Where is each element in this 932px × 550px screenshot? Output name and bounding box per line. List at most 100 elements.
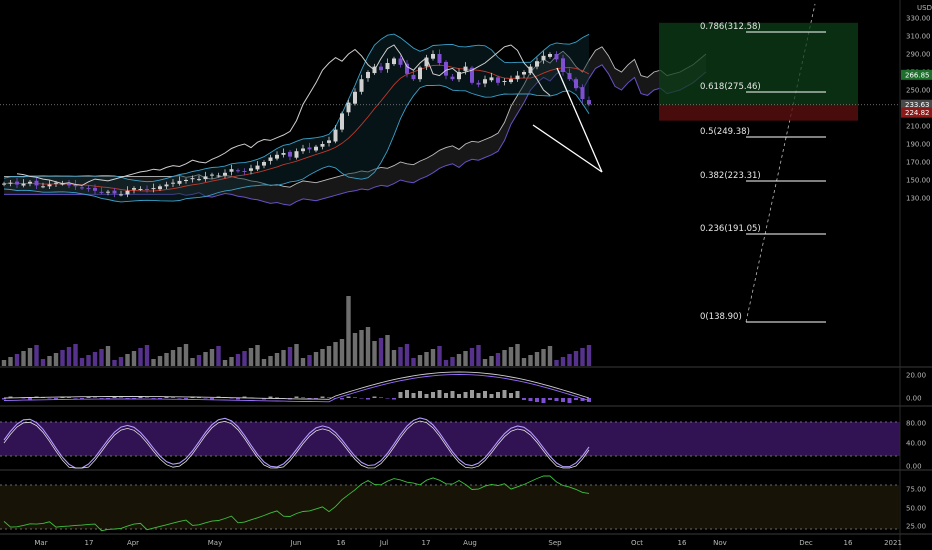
candle-body bbox=[580, 87, 585, 99]
rsi-band bbox=[0, 485, 900, 529]
candle-body bbox=[489, 77, 494, 81]
lagging-span bbox=[16, 44, 551, 186]
cloud-fill bbox=[4, 46, 706, 206]
candle-body bbox=[132, 188, 136, 190]
candle-body bbox=[366, 72, 370, 79]
volume-bar bbox=[456, 354, 462, 366]
fib-level-label: 0(138.90) bbox=[700, 312, 742, 322]
volume-bar bbox=[307, 355, 312, 366]
volume-bar bbox=[476, 345, 481, 366]
volume-bars bbox=[1, 296, 592, 366]
volume-bar bbox=[235, 354, 241, 366]
macd-histogram-bar bbox=[359, 398, 364, 399]
volume-bar bbox=[339, 339, 345, 366]
wedge-line bbox=[556, 67, 603, 173]
candle-body bbox=[236, 170, 240, 172]
candle-body bbox=[210, 174, 214, 176]
candle-body bbox=[587, 100, 591, 105]
macd-histogram-bar bbox=[86, 396, 91, 398]
volume-bar bbox=[469, 348, 475, 366]
volume-bar bbox=[92, 352, 98, 366]
candlesticks bbox=[2, 49, 591, 198]
macd-histogram-bar bbox=[327, 397, 331, 398]
macd-histogram-bar bbox=[444, 393, 448, 398]
macd-histogram-bar bbox=[535, 398, 539, 402]
volume-bar bbox=[326, 346, 332, 366]
candle-body bbox=[216, 175, 221, 177]
macd-histogram-bar bbox=[418, 391, 422, 398]
volume-bar bbox=[261, 359, 267, 366]
volume-bar bbox=[125, 354, 130, 366]
candle-body bbox=[249, 168, 253, 171]
candle-body bbox=[522, 72, 526, 75]
candle-body bbox=[184, 180, 188, 181]
macd-histogram-bar bbox=[548, 398, 552, 400]
macd-histogram-bar bbox=[151, 398, 156, 399]
candle-body bbox=[203, 176, 208, 180]
time-tick-label: 17 bbox=[85, 539, 94, 547]
candle-body bbox=[262, 162, 266, 166]
candle-body bbox=[509, 79, 513, 83]
macd-histogram-bar bbox=[67, 397, 71, 398]
candle-body bbox=[294, 151, 299, 158]
volume-bar bbox=[190, 358, 195, 366]
candle-body bbox=[119, 194, 123, 196]
macd-histogram-bar bbox=[561, 398, 565, 402]
volume-bar bbox=[528, 355, 533, 366]
macd-histogram-bar bbox=[177, 398, 182, 399]
candle-body bbox=[463, 66, 468, 71]
volume-bar bbox=[573, 351, 579, 366]
price-tick-label: 310.00 bbox=[906, 33, 931, 41]
volume-bar bbox=[216, 346, 221, 366]
volume-bar bbox=[287, 347, 293, 366]
price-tick-label: 250.00 bbox=[906, 87, 931, 95]
volume-bar bbox=[8, 357, 13, 366]
candle-body bbox=[392, 58, 396, 65]
macd-histogram-bar bbox=[554, 398, 559, 401]
bollinger-bands bbox=[3, 33, 590, 203]
volume-bar bbox=[1, 360, 7, 366]
candle-body bbox=[405, 63, 409, 74]
volume-bar bbox=[489, 356, 494, 366]
candle-body bbox=[431, 54, 435, 59]
macd-signal-line bbox=[3, 374, 590, 403]
macd-histogram-bar bbox=[80, 398, 84, 400]
volume-bar bbox=[34, 345, 39, 366]
macd-histogram-bar bbox=[405, 390, 409, 398]
time-axis[interactable]: Mar 17 Apr May Jun 16 Jul 17 Aug Sep Oct 16 Nov Dec 16… bbox=[34, 539, 902, 547]
bollinger-upper bbox=[3, 33, 590, 183]
macd-histogram-bar bbox=[574, 398, 578, 400]
candle-body bbox=[164, 184, 169, 187]
time-tick-label: Dec bbox=[799, 539, 813, 547]
volume-bar bbox=[586, 345, 592, 366]
indicator-tick-label: 50.00 bbox=[906, 505, 926, 513]
candle-body bbox=[138, 189, 143, 190]
macd-histogram-bar bbox=[502, 390, 507, 398]
candle-body bbox=[151, 188, 156, 190]
volume-bar bbox=[281, 350, 286, 366]
volume-bar bbox=[183, 344, 189, 366]
candle-body bbox=[437, 54, 442, 63]
candle-body bbox=[47, 184, 52, 187]
candle-body bbox=[28, 181, 32, 184]
volume-bar bbox=[567, 354, 572, 366]
macd-histogram-bar bbox=[164, 396, 169, 398]
volume-bar bbox=[508, 347, 514, 366]
volume-bar bbox=[151, 359, 156, 366]
volume-bar bbox=[450, 357, 455, 366]
candle-body bbox=[457, 72, 461, 80]
volume-bar bbox=[391, 350, 397, 366]
indicator-tick-label: 75.00 bbox=[906, 486, 926, 494]
volume-bar bbox=[443, 360, 449, 366]
macd-histogram-bar bbox=[385, 398, 390, 399]
time-tick-label: Aug bbox=[463, 539, 477, 547]
macd-histogram-bar bbox=[268, 396, 273, 398]
price-tag-bg bbox=[901, 107, 932, 118]
volume-bar bbox=[86, 355, 91, 366]
macd-histogram-bar bbox=[242, 396, 247, 398]
macd-histogram-bar bbox=[21, 398, 26, 399]
macd-histogram-bar bbox=[580, 398, 585, 401]
macd-histogram-bar bbox=[320, 396, 325, 398]
